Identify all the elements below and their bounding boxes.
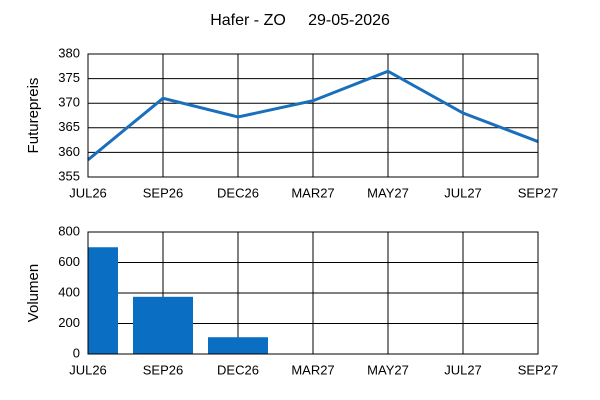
x-tick-label: SEP26 xyxy=(143,185,183,200)
chart-date: 29-05-2026 xyxy=(308,12,390,29)
y-tick-label: 355 xyxy=(58,168,80,183)
x-tick-label: JUL26 xyxy=(69,362,107,377)
plot-frame xyxy=(87,53,539,178)
x-tick-label: DEC26 xyxy=(217,362,259,377)
x-tick-label: SEP27 xyxy=(518,362,558,377)
plot-frame xyxy=(87,231,539,355)
x-tick-label: MAR27 xyxy=(291,362,334,377)
x-tick-label: MAY27 xyxy=(367,362,409,377)
bar xyxy=(88,247,118,354)
x-tick-label: SEP26 xyxy=(143,362,183,377)
x-tick-label: JUL26 xyxy=(69,185,107,200)
y-tick-label: 200 xyxy=(58,315,80,330)
bar xyxy=(208,337,268,354)
y-tick-label: 0 xyxy=(73,345,80,360)
y-tick-label: 400 xyxy=(58,284,80,299)
y-tick-label: 380 xyxy=(58,45,80,60)
x-tick-label: MAY27 xyxy=(367,185,409,200)
y-axis-title: Futurepreis xyxy=(25,78,42,154)
y-tick-label: 800 xyxy=(58,223,80,238)
line-series xyxy=(87,69,539,161)
x-tick-label: MAR27 xyxy=(291,185,334,200)
chart-title: Hafer - ZO xyxy=(210,12,286,29)
y-tick-label: 600 xyxy=(58,254,80,269)
y-axis-title: Volumen xyxy=(25,264,42,322)
x-tick-label: JUL27 xyxy=(444,185,482,200)
x-tick-label: JUL27 xyxy=(444,362,482,377)
bar xyxy=(133,296,193,354)
y-tick-label: 360 xyxy=(58,144,80,159)
x-tick-label: DEC26 xyxy=(217,185,259,200)
x-tick-label: SEP27 xyxy=(518,185,558,200)
y-tick-label: 365 xyxy=(58,119,80,134)
y-tick-label: 375 xyxy=(58,70,80,85)
y-tick-label: 370 xyxy=(58,95,80,110)
